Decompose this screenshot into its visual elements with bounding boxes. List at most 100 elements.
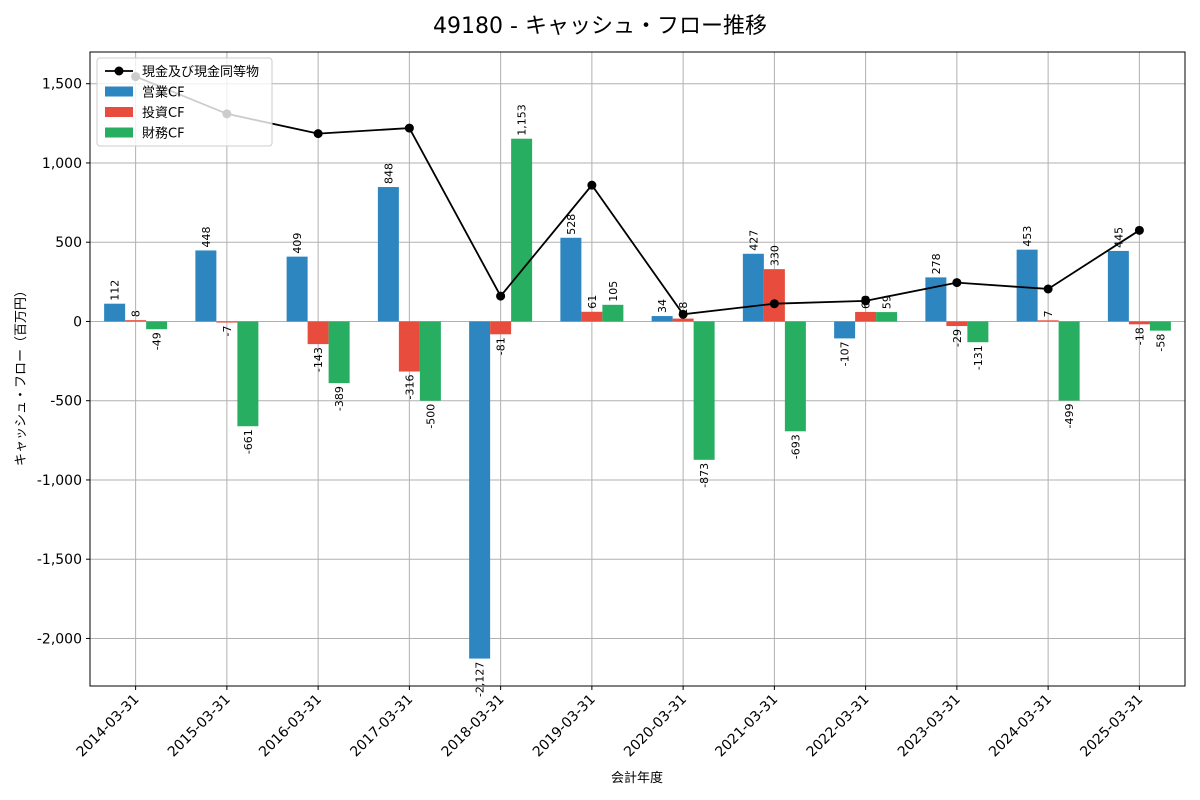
legend-line-marker: [114, 66, 124, 76]
bar-value-label: -389: [333, 386, 346, 411]
bar-財務CF-2020-03-31: [693, 321, 715, 460]
legend-entry-label: 営業CF: [142, 85, 185, 101]
bar-value-label: 112: [109, 280, 122, 301]
bar-営業CF-2021-03-31: [742, 253, 764, 322]
bar-value-label: 105: [607, 281, 620, 302]
bar-投資CF-2017-03-31: [398, 321, 420, 372]
legend-entry-label: 現金及び現金同等物: [142, 64, 259, 80]
y-tick-label: 1,000: [42, 156, 82, 172]
bar-財務CF-2018-03-31: [511, 138, 533, 322]
bar-財務CF-2025-03-31: [1149, 321, 1171, 331]
bar-value-label: -2,127: [474, 662, 487, 697]
bar-value-label: -107: [839, 341, 852, 366]
bar-value-label: -7: [221, 326, 234, 337]
bar-value-label: 453: [1021, 226, 1034, 247]
bar-投資CF-2014-03-31: [125, 320, 147, 322]
y-axis-label: キャッシュ・フロー（百万円）: [14, 284, 29, 466]
y-tick-label: 1,500: [42, 77, 82, 93]
x-axis-label: 会計年度: [611, 770, 663, 786]
bar-投資CF-2022-03-31: [855, 311, 877, 322]
bar-value-label: 18: [677, 302, 690, 316]
line-point-2021-03-31: [769, 299, 779, 309]
bar-営業CF-2024-03-31: [1016, 249, 1038, 322]
bars-layer: [104, 138, 1171, 659]
bar-value-label: 8: [130, 310, 143, 317]
bar-labels-layer: 112 448 409 848 -2,127 528 34 427 -107 278 453 445 8…: [109, 104, 1168, 697]
bar-投資CF-2015-03-31: [216, 321, 238, 323]
bar-value-label: -18: [1133, 327, 1146, 345]
bar-value-label: 34: [656, 299, 669, 313]
legend-bar-swatch: [105, 127, 133, 138]
bar-営業CF-2025-03-31: [1107, 250, 1129, 322]
bar-財務CF-2021-03-31: [784, 321, 806, 432]
bar-value-label: -143: [312, 347, 325, 372]
bar-value-label: 60: [860, 295, 873, 309]
bar-value-label: 61: [586, 295, 599, 309]
bar-財務CF-2023-03-31: [967, 321, 989, 343]
bar-value-label: -131: [972, 345, 985, 370]
bar-営業CF-2015-03-31: [195, 250, 217, 322]
bar-value-label: 278: [930, 253, 943, 274]
bar-財務CF-2019-03-31: [602, 304, 624, 322]
legend-entry-label: 財務CF: [142, 127, 185, 142]
bar-営業CF-2019-03-31: [560, 237, 582, 322]
bar-value-label: 1,153: [516, 104, 529, 136]
legend-bar-swatch: [105, 86, 133, 97]
bar-財務CF-2016-03-31: [328, 321, 350, 384]
plot-frame: [89, 51, 1186, 687]
bar-投資CF-2020-03-31: [672, 318, 694, 322]
legend-entry-label: 投資CF: [142, 105, 185, 121]
bar-value-label: -499: [1063, 404, 1076, 429]
y-tick-label: -1,000: [37, 473, 82, 489]
bar-value-label: -49: [151, 332, 164, 350]
bar-営業CF-2020-03-31: [651, 316, 673, 322]
line-point-2020-03-31: [678, 309, 688, 319]
bar-value-label: -661: [242, 429, 255, 454]
y-tick-label: -2,000: [37, 631, 82, 647]
bar-value-label: 528: [565, 214, 578, 235]
bar-営業CF-2023-03-31: [925, 277, 947, 322]
bar-value-label: 448: [200, 226, 213, 247]
line-cash-equivalents: [135, 75, 1140, 316]
bar-財務CF-2017-03-31: [419, 321, 441, 401]
legend-box: [96, 57, 273, 147]
bar-投資CF-2021-03-31: [763, 269, 785, 322]
bar-財務CF-2022-03-31: [876, 312, 898, 322]
bar-value-label: 330: [768, 245, 781, 266]
bar-投資CF-2025-03-31: [1128, 321, 1150, 325]
bar-営業CF-2022-03-31: [834, 321, 856, 339]
bar-営業CF-2014-03-31: [104, 303, 126, 322]
line-point-2017-03-31: [404, 123, 414, 133]
bar-投資CF-2024-03-31: [1037, 320, 1059, 322]
bar-投資CF-2019-03-31: [581, 311, 603, 322]
line-point-2024-03-31: [1043, 284, 1053, 294]
y-tick-label: 500: [55, 235, 82, 251]
bar-value-label: 409: [291, 233, 304, 254]
bar-value-label: 59: [881, 295, 894, 309]
bar-value-label: -500: [424, 404, 437, 429]
chart-title: 49180 - キャッシュ・フロー推移: [433, 14, 767, 39]
bar-営業CF-2016-03-31: [286, 256, 308, 322]
bar-投資CF-2023-03-31: [946, 321, 968, 327]
legend-bar-swatch: [105, 107, 133, 117]
line-point-2025-03-31: [1134, 225, 1144, 235]
line-point-2023-03-31: [952, 278, 962, 288]
bar-value-label: -693: [789, 434, 802, 459]
bar-value-label: 427: [747, 230, 760, 251]
bar-value-label: -873: [698, 463, 711, 488]
line-point-2019-03-31: [587, 180, 597, 190]
bar-財務CF-2014-03-31: [146, 321, 168, 330]
y-tick-label: -500: [50, 394, 82, 410]
bar-営業CF-2017-03-31: [377, 187, 399, 322]
bar-財務CF-2024-03-31: [1058, 321, 1080, 401]
y-tick-label: 0: [73, 314, 82, 330]
bar-value-label: -29: [951, 329, 964, 347]
bar-value-label: 7: [1042, 310, 1055, 317]
bar-財務CF-2015-03-31: [237, 321, 259, 427]
bar-value-label: 848: [382, 163, 395, 184]
bar-value-label: 445: [1112, 227, 1125, 248]
bar-value-label: -58: [1154, 334, 1167, 352]
line-point-2016-03-31: [313, 129, 323, 139]
